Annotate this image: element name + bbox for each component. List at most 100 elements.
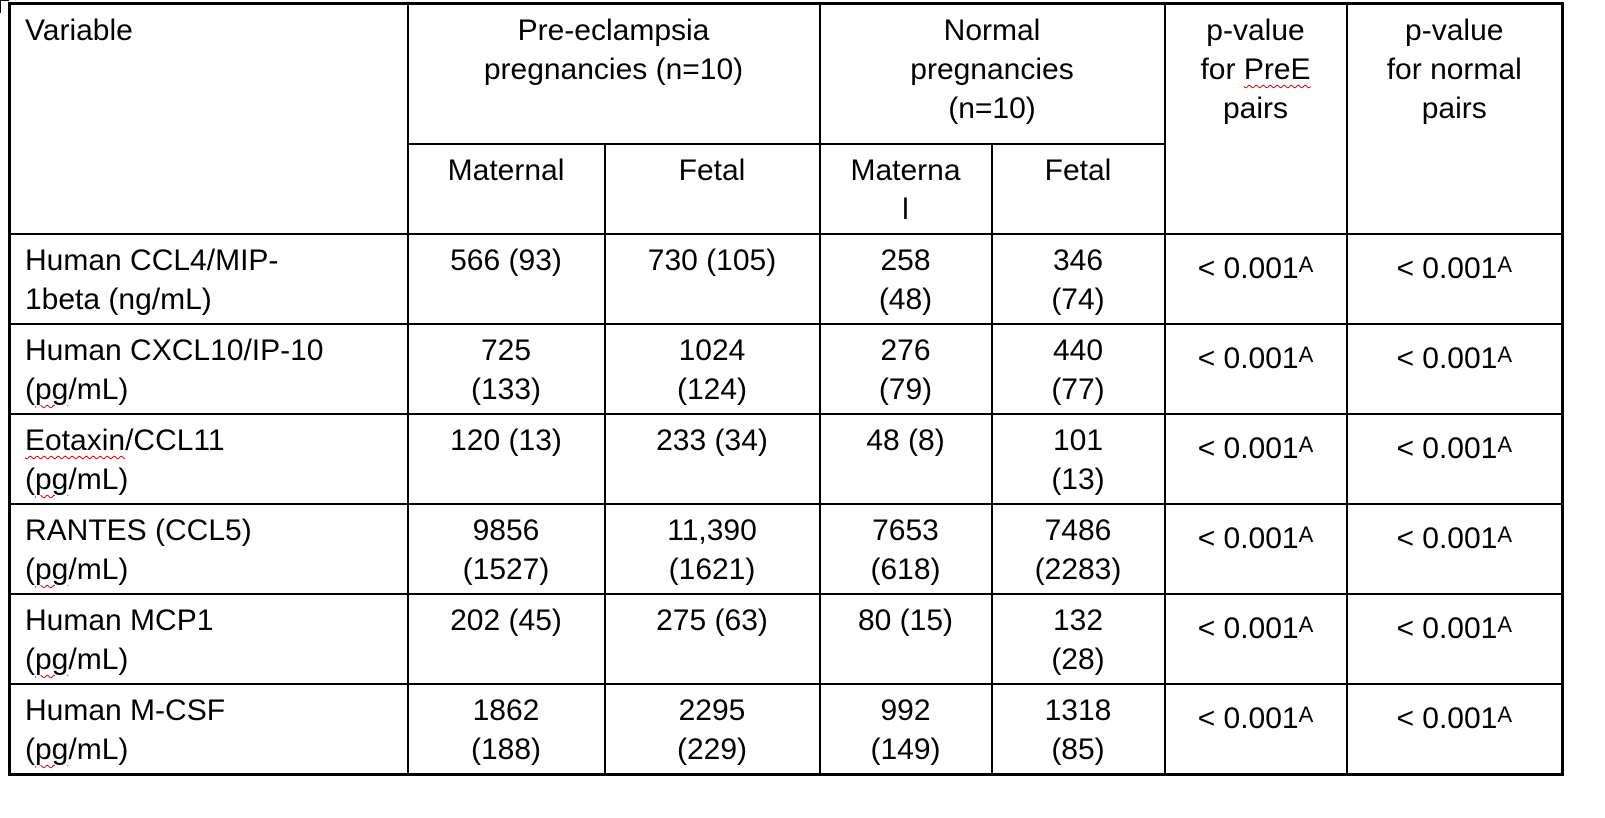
cell-pre-fetal-line: 1024	[678, 334, 746, 367]
table-row: Human CXCL10/IP-10 (pg/mL) 725 (133) 1024 (12…	[8, 323, 1564, 415]
subheader-pre-maternal-text: Maternal	[447, 154, 565, 187]
cell-pre-fetal: 2295 (229)	[603, 683, 821, 776]
cell-pre-maternal-line: 566 (93)	[450, 244, 562, 277]
cell-pre-fetal-line: (229)	[676, 733, 748, 766]
subheader-normal-fetal-text: Fetal	[1044, 154, 1112, 187]
cell-normal-maternal-line: 276	[880, 334, 931, 367]
cell-pvalue-normal-value: < 0.001A	[1356, 601, 1554, 648]
cell-variable-line-segment: (	[25, 733, 35, 766]
cell-pvalue-normal-superscript: A	[1497, 432, 1513, 457]
cell-pvalue-normal-number: < 0.001	[1396, 612, 1498, 645]
subheader-normal-fetal: Fetal	[990, 143, 1166, 235]
cell-pre-maternal: 1862 (188)	[406, 683, 606, 776]
cell-pvalue-pre-superscript: A	[1298, 342, 1314, 367]
corner-crop-mark	[0, 0, 9, 13]
cell-pvalue-normal-value: < 0.001A	[1356, 511, 1554, 558]
spellcheck-flagged-word: pg	[35, 643, 69, 676]
cell-pre-fetal: 730 (105)	[603, 233, 821, 325]
cell-normal-maternal-line: (48)	[878, 283, 933, 316]
cell-normal-maternal: 992 (149)	[818, 683, 993, 776]
cell-pvalue-normal-number: < 0.001	[1396, 702, 1498, 735]
header-pvalue-normal-line: p-value	[1405, 14, 1504, 47]
cell-normal-maternal-line: 7653	[872, 514, 939, 547]
header-variable-text: Variable	[25, 14, 133, 47]
cell-variable-line: Human CCL4/MIP-	[25, 244, 279, 277]
cell-normal-fetal: 440 (77)	[990, 323, 1166, 415]
cell-pre-fetal-line: (124)	[676, 373, 748, 406]
cell-pre-fetal-line: (1621)	[668, 553, 756, 586]
cell-normal-fetal-line: (2283)	[1034, 553, 1122, 586]
cell-pre-fetal-line: 730 (105)	[647, 244, 777, 277]
cell-pre-fetal: 1024 (124)	[603, 323, 821, 415]
cell-normal-fetal-line: (13)	[1051, 463, 1105, 496]
cell-normal-maternal-line: (149)	[870, 733, 941, 766]
cell-pvalue-pre-value: < 0.001A	[1174, 421, 1338, 468]
cell-normal-fetal: 101 (13)	[990, 413, 1166, 505]
cell-pre-maternal-line: 9856	[472, 514, 540, 547]
header-pre-line: pregnancies (n=10)	[483, 53, 744, 86]
subheader-pre-fetal-text: Fetal	[678, 154, 746, 187]
cell-pvalue-normal-value: < 0.001A	[1356, 691, 1554, 738]
header-normal-line: pregnancies	[910, 53, 1074, 86]
cell-pvalue-pre-number: < 0.001	[1197, 252, 1299, 285]
header-pvalue-pre-line: for PreE	[1174, 50, 1338, 89]
spellcheck-flagged-word: Eotaxin	[25, 424, 126, 457]
cell-variable-line-segment: /mL)	[68, 553, 129, 586]
cell-pvalue-pre-number: < 0.001	[1197, 702, 1299, 735]
cell-pvalue-normal: < 0.001A	[1345, 413, 1564, 505]
cell-variable-line-segment: (	[25, 553, 35, 586]
header-pvalue-pre-line: pairs	[1222, 92, 1289, 125]
header-variable: Variable	[8, 2, 409, 235]
cell-pvalue-normal-number: < 0.001	[1396, 342, 1498, 375]
cell-normal-fetal-line: 101	[1052, 424, 1104, 457]
header-pvalue-pre-for: for	[1200, 53, 1244, 86]
cell-pre-fetal-line: 2295	[678, 694, 746, 727]
table-row: Human CCL4/MIP- 1beta (ng/mL) 566 (93) 730 …	[8, 233, 1564, 325]
header-pvalue-pre: p-value for PreE pairs	[1163, 2, 1348, 235]
cell-variable-line: (pg/mL)	[25, 370, 399, 409]
header-pre-eclampsia-group: Pre-eclampsia pregnancies (n=10)	[406, 2, 821, 145]
cell-variable-line: 1beta (ng/mL)	[25, 283, 212, 316]
cell-pre-maternal: 120 (13)	[406, 413, 606, 505]
subheader-pre-fetal: Fetal	[603, 143, 821, 235]
cell-pre-maternal-line: 725	[480, 334, 532, 367]
cell-pre-maternal-line: 202 (45)	[450, 604, 562, 637]
cell-pvalue-pre-value: < 0.001A	[1174, 601, 1338, 648]
cell-pvalue-pre: < 0.001A	[1163, 503, 1348, 595]
cell-pvalue-pre-number: < 0.001	[1197, 522, 1299, 555]
cell-normal-fetal-line: 440	[1052, 334, 1104, 367]
table-row: Eotaxin/CCL11 (pg/mL) 120 (13) 233 (34) 48 (…	[8, 413, 1564, 505]
cell-normal-maternal-line: 80 (15)	[857, 604, 954, 637]
cell-pvalue-pre: < 0.001A	[1163, 683, 1348, 776]
cell-normal-fetal: 7486 (2283)	[990, 503, 1166, 595]
header-normal-group: Normal pregnancies (n=10)	[818, 2, 1166, 145]
cell-variable-line-segment: /mL)	[68, 643, 129, 676]
cell-variable: RANTES (CCL5) (pg/mL)	[8, 503, 409, 595]
spellcheck-flagged-word: PreE	[1243, 53, 1311, 86]
spellcheck-flagged-word: pg	[35, 463, 69, 496]
cell-normal-maternal: 80 (15)	[818, 593, 993, 685]
cell-pvalue-pre-value: < 0.001A	[1174, 331, 1338, 378]
cell-pre-fetal: 11,390 (1621)	[603, 503, 821, 595]
cell-pre-fetal: 233 (34)	[603, 413, 821, 505]
cell-normal-maternal-line: (79)	[878, 373, 933, 406]
cell-pvalue-pre: < 0.001A	[1163, 233, 1348, 325]
table-row: Human MCP1 (pg/mL) 202 (45) 275 (63) 80 (15)…	[8, 593, 1564, 685]
spellcheck-flagged-word: pg	[35, 373, 69, 406]
cell-normal-fetal-line: 132	[1052, 604, 1104, 637]
cell-pvalue-pre-superscript: A	[1298, 612, 1314, 637]
cell-variable-line: Eotaxin/CCL11	[25, 421, 399, 460]
cell-pre-maternal: 725 (133)	[406, 323, 606, 415]
cell-pvalue-pre-number: < 0.001	[1197, 432, 1299, 465]
cell-variable-line: (pg/mL)	[25, 640, 399, 679]
cell-pvalue-normal-superscript: A	[1497, 522, 1513, 547]
cell-variable-line-segment: /mL)	[68, 733, 129, 766]
cell-normal-fetal-line: (28)	[1051, 643, 1105, 676]
header-pvalue-normal: p-value for normal pairs	[1345, 2, 1564, 235]
cell-pvalue-pre-value: < 0.001A	[1174, 241, 1338, 288]
cell-pvalue-pre-superscript: A	[1298, 252, 1314, 277]
cell-pvalue-normal: < 0.001A	[1345, 233, 1564, 325]
cell-normal-fetal-line: 7486	[1044, 514, 1112, 547]
cell-normal-maternal: 48 (8)	[818, 413, 993, 505]
cell-pvalue-normal: < 0.001A	[1345, 323, 1564, 415]
